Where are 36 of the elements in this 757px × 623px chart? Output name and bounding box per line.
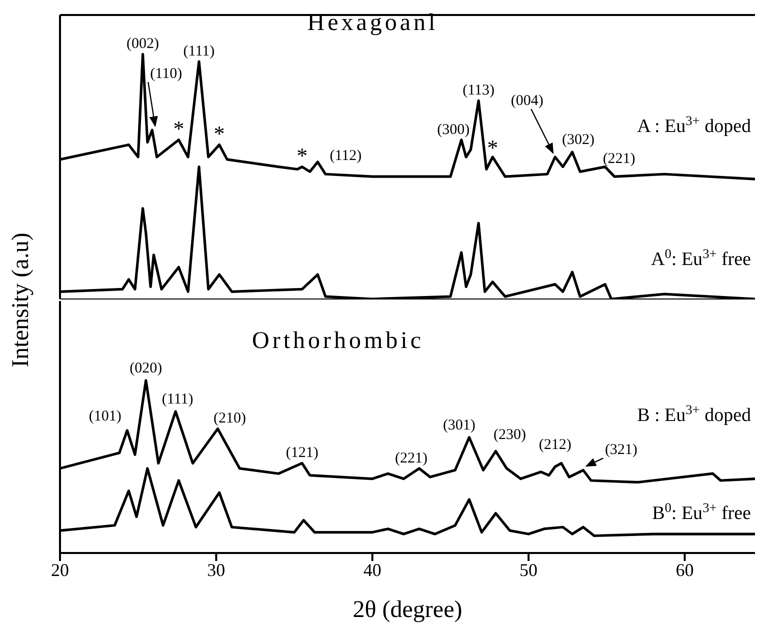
annotation: (101) (88, 408, 122, 424)
chart-title: Hexagoanl (307, 10, 438, 36)
series-label: A$^{0}$: Eu$^{3+}$ free (651, 246, 751, 270)
x-tick-label: 60 (676, 560, 694, 580)
series-label: B$^{0}$: Eu$^{3+}$ free (652, 500, 751, 524)
annotation: (230) (493, 427, 526, 444)
annotation: * (487, 135, 498, 160)
annotation: (321) (604, 442, 638, 458)
annotation: (300) (437, 122, 470, 138)
annotation: (212) (538, 437, 572, 454)
annotation: (221) (394, 450, 428, 466)
chart-title: Orthorhombic (252, 328, 424, 354)
annotation: (121) (286, 445, 318, 462)
annotation: (111) (162, 391, 194, 408)
annotation: (020) (130, 360, 162, 376)
annotation: * (173, 116, 184, 141)
x-tick-label: 20 (51, 560, 69, 580)
text: A : Eu$^{3+}$ doped (637, 112, 752, 138)
annotation: (111) (183, 44, 215, 60)
annotation: (113) (462, 82, 495, 99)
annotation: (004) (510, 93, 544, 109)
x-tick-label: 30 (207, 560, 226, 580)
x-tick-label: 40 (363, 560, 382, 580)
x-axis-title: 2θ (degree) (352, 597, 462, 623)
x-tick-label: 50 (520, 560, 538, 580)
annotation: (221) (602, 150, 636, 167)
annotation: * (214, 120, 225, 146)
annotation: (210) (213, 410, 246, 427)
annotation: (302) (562, 132, 595, 148)
annotation: (112) (330, 148, 362, 164)
annotation: (110) (150, 66, 182, 82)
annotation: (002) (126, 36, 160, 52)
text: B : Eu$^{3+}$ doped (637, 401, 752, 426)
y-axis-title: Intensity (a.u) (8, 232, 34, 368)
annotation: * (296, 142, 308, 168)
annotation: (301) (442, 417, 476, 434)
